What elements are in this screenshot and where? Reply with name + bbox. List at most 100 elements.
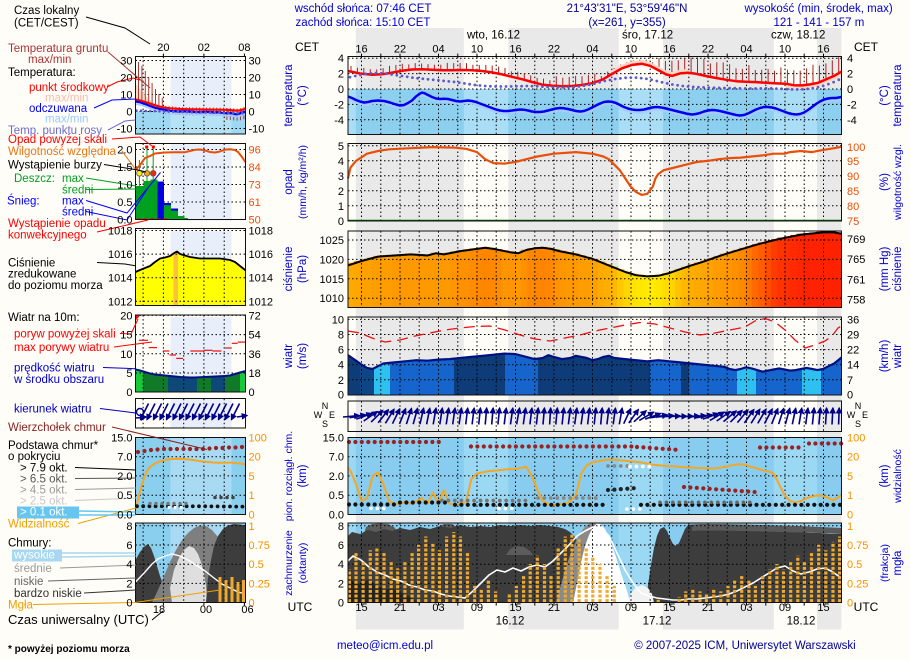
svg-text:21: 21 (548, 602, 560, 614)
svg-text:(km): (km) (879, 464, 891, 487)
svg-text:max/min: max/min (45, 114, 88, 126)
svg-text:Czas uniwersalny (UTC): Czas uniwersalny (UTC) (8, 612, 149, 627)
svg-text:36: 36 (249, 349, 261, 361)
svg-text:wiatr: wiatr (283, 344, 295, 369)
svg-text:5: 5 (249, 471, 255, 483)
svg-text:16: 16 (663, 44, 675, 56)
svg-text:1015: 1015 (320, 274, 344, 286)
svg-text:8: 8 (126, 521, 132, 533)
svg-text:(km/h): (km/h) (879, 340, 891, 373)
svg-text:Wystąpienie opadu: Wystąpienie opadu (8, 218, 106, 230)
svg-text:śro, 17.12: śro, 17.12 (622, 30, 673, 42)
svg-text:(CET/CEST): (CET/CEST) (14, 18, 79, 30)
svg-text:20: 20 (249, 452, 261, 464)
svg-text:0: 0 (847, 598, 853, 610)
svg-text:100: 100 (847, 433, 865, 445)
svg-text:konwekcyjnego: konwekcyjnego (8, 230, 87, 242)
svg-text:(%): (%) (879, 173, 891, 191)
svg-text:0: 0 (338, 390, 344, 402)
svg-text:1012: 1012 (108, 296, 132, 308)
svg-text:95: 95 (847, 156, 859, 168)
svg-text:16: 16 (817, 44, 829, 56)
svg-text:0: 0 (126, 107, 132, 119)
svg-text:> 7.9 okt.: > 7.9 okt. (20, 463, 68, 475)
svg-text:(mm/h, kg/m²/h): (mm/h, kg/m²/h) (297, 145, 309, 219)
svg-text:100: 100 (249, 433, 267, 445)
svg-text:Śnieg:: Śnieg: (7, 195, 40, 208)
svg-text:widzialność: widzialność (892, 449, 904, 504)
svg-text:1016: 1016 (108, 249, 132, 261)
svg-text:0: 0 (249, 509, 255, 521)
svg-text:wilgotność wzgl.: wilgotność wzgl. (892, 144, 904, 221)
svg-text:Wystąpienie burzy: Wystąpienie burzy (8, 160, 102, 172)
svg-text:temperatura: temperatura (283, 64, 295, 127)
svg-text:20: 20 (249, 73, 261, 85)
svg-text:ciśnienie: ciśnienie (283, 247, 295, 292)
svg-text:punkt środkowy: punkt środkowy (29, 82, 109, 94)
svg-text:0: 0 (338, 84, 344, 96)
svg-text:mgła: mgła (892, 550, 904, 576)
svg-text:2.0: 2.0 (117, 145, 132, 157)
svg-text:(km): (km) (297, 464, 309, 487)
svg-text:o pokryciu: o pokryciu (8, 451, 60, 463)
svg-text:8: 8 (338, 521, 344, 533)
svg-text:1016: 1016 (249, 249, 273, 261)
svg-text:1020: 1020 (320, 254, 344, 266)
svg-text:73: 73 (249, 180, 261, 192)
svg-text:21: 21 (394, 602, 406, 614)
svg-text:30: 30 (120, 56, 132, 68)
svg-text:10: 10 (120, 349, 132, 361)
svg-text:7.0: 7.0 (117, 452, 132, 464)
svg-text:Wierzchołek chmur: Wierzchołek chmur (8, 422, 106, 434)
svg-text:W: W (314, 410, 323, 420)
svg-text:10: 10 (120, 90, 132, 102)
svg-text:CET: CET (854, 40, 879, 54)
svg-text:0: 0 (249, 107, 255, 119)
svg-text:06: 06 (241, 604, 253, 616)
svg-text:0.5: 0.5 (329, 490, 344, 502)
svg-text:Ciśnienie: Ciśnienie (8, 258, 55, 270)
svg-text:54: 54 (249, 330, 261, 342)
svg-text:kierunek wiatru: kierunek wiatru (14, 404, 91, 416)
svg-text:100: 100 (847, 142, 865, 154)
svg-text:0.5: 0.5 (117, 490, 132, 502)
svg-text:7: 7 (847, 375, 853, 387)
svg-text:N: N (855, 401, 862, 411)
svg-text:36: 36 (847, 314, 859, 326)
svg-text:10: 10 (471, 44, 483, 56)
svg-text:0: 0 (126, 387, 132, 399)
svg-text:09: 09 (471, 602, 483, 614)
svg-text:Opad powyżej skali: Opad powyżej skali (8, 134, 107, 146)
svg-text:80: 80 (847, 201, 859, 213)
svg-text:03: 03 (586, 602, 598, 614)
svg-text:2: 2 (338, 375, 344, 387)
svg-text:1010: 1010 (320, 293, 344, 305)
svg-text:średni: średni (62, 207, 93, 219)
svg-text:wiatr: wiatr (892, 344, 904, 369)
svg-text:4: 4 (338, 156, 344, 168)
svg-text:UTC: UTC (288, 600, 313, 614)
svg-text:03: 03 (740, 602, 752, 614)
svg-text:84: 84 (249, 162, 261, 174)
svg-text:-2: -2 (847, 99, 857, 111)
svg-text:18: 18 (249, 368, 261, 380)
svg-text:6: 6 (126, 540, 132, 552)
svg-text:5: 5 (847, 471, 853, 483)
svg-text:1: 1 (847, 490, 853, 502)
svg-text:10: 10 (779, 44, 791, 56)
svg-text:121 - 141 - 157 m: 121 - 141 - 157 m (774, 17, 865, 29)
svg-text:UTC: UTC (854, 600, 879, 614)
svg-text:1: 1 (249, 521, 255, 533)
svg-text:1: 1 (847, 521, 853, 533)
svg-text:08: 08 (238, 42, 250, 54)
svg-text:Temperatura gruntu: Temperatura gruntu (8, 43, 108, 55)
svg-text:poryw powyżej skali: poryw powyżej skali (14, 329, 116, 341)
svg-text:Wilgotność względna: Wilgotność względna (8, 146, 117, 158)
svg-text:761: 761 (847, 275, 865, 287)
svg-text:max/min: max/min (28, 54, 71, 66)
svg-text:prędkość wiatru: prędkość wiatru (14, 363, 95, 375)
svg-text:72: 72 (249, 310, 261, 322)
svg-text:15: 15 (663, 602, 675, 614)
svg-text:15.0: 15.0 (323, 433, 344, 445)
svg-text:85: 85 (847, 186, 859, 198)
